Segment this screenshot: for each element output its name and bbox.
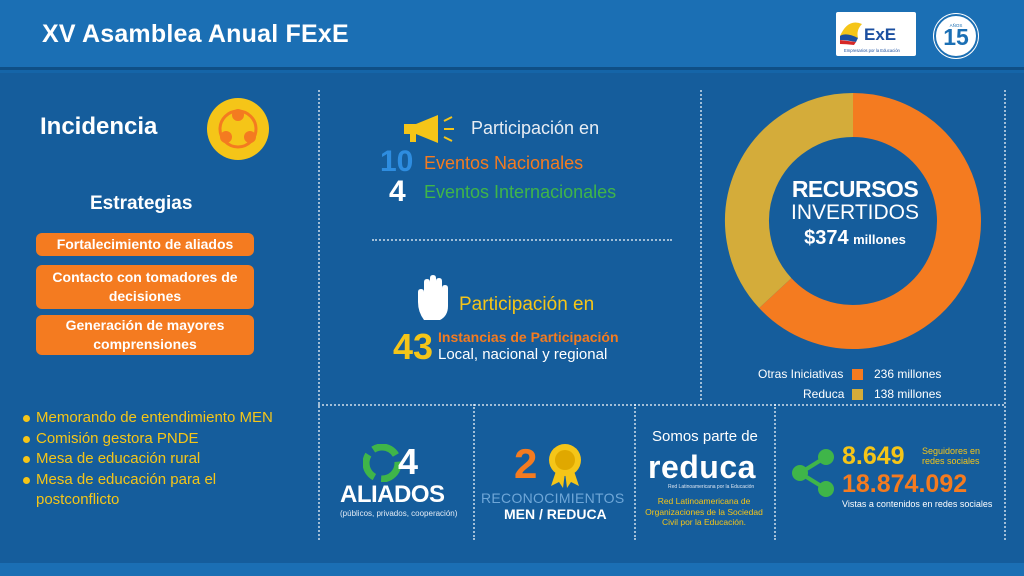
divider: [473, 404, 475, 540]
svg-text:AÑOS: AÑOS: [950, 22, 963, 28]
list-item: Comisión gestora PNDE: [22, 429, 273, 450]
divider: [774, 404, 776, 540]
reduca-logo: reduca: [648, 449, 756, 485]
hand-icon: [414, 274, 454, 327]
resources-donut-chart: [725, 93, 981, 349]
legend-swatch: [852, 389, 863, 400]
strategy-pill: Contacto con tomadores de decisiones: [36, 265, 254, 309]
strategy-pill: Generación de mayores comprensiones: [36, 315, 254, 355]
svg-text:Empresarios por la Educación: Empresarios por la Educación: [844, 48, 901, 53]
colombia-flag-icon: ExE Empresarios por la Educación: [840, 22, 901, 53]
divider: [634, 404, 636, 540]
legend-label: Reduca: [803, 387, 845, 401]
resources-total-value: $374: [804, 227, 849, 249]
divider: [318, 404, 1004, 406]
international-events-label: Eventos Internacionales: [424, 182, 617, 202]
recognitions-sublabel: MEN / REDUCA: [504, 506, 607, 522]
list-item: Mesa de educación rural: [22, 449, 273, 470]
reduca-intro: Somos parte de: [652, 428, 758, 445]
divider: [1004, 90, 1006, 540]
resources-line2: INVERTIDOS: [791, 201, 919, 224]
events-label: Participación en: [471, 118, 600, 138]
anniversary-badge: 15 AÑOS: [933, 13, 979, 59]
allies-sublabel: (públicos, privados, cooperación): [340, 509, 458, 518]
international-events-count: 4: [389, 175, 406, 208]
svg-text:ExE: ExE: [864, 25, 896, 44]
resources-line1: RECURSOS: [791, 176, 919, 202]
views-label: Vistas a contenidos en redes sociales: [842, 499, 993, 509]
legend-value: 138 millones: [874, 387, 942, 401]
fexe-logo: ExE Empresarios por la Educación: [836, 12, 916, 56]
reduca-tagline: Red Latinoamericana por la Educación: [668, 484, 755, 490]
list-item: Mesa de educación para el postconflicto: [22, 470, 227, 511]
medal-icon: [543, 442, 587, 493]
allies-label: ALIADOS: [340, 481, 445, 508]
donut-slice-otras-iniciativas: [759, 93, 981, 349]
network-icon: [207, 98, 269, 160]
footer-bar: [0, 563, 1024, 576]
svg-text:15: 15: [943, 24, 969, 50]
instances-line1: Instancias de Participación: [438, 329, 619, 345]
megaphone-icon: [400, 113, 466, 150]
legend-swatch: [852, 369, 863, 380]
strategy-pill: Fortalecimiento de aliados: [36, 233, 254, 256]
resources-total-unit: millones: [853, 232, 906, 247]
followers-label: Seguidores en redes sociales: [922, 446, 981, 466]
page-title: XV Asamblea Anual FExE: [42, 20, 349, 48]
instances-label: Participación en: [459, 294, 595, 315]
views-count: 18.874.092: [842, 470, 968, 498]
divider: [700, 90, 702, 400]
followers-count: 8.649: [842, 442, 905, 470]
national-events-label: Eventos Nacionales: [424, 153, 584, 173]
recognitions-label: RECONOCIMIENTOS: [481, 490, 625, 506]
strategies-title: Estrategias: [90, 193, 193, 214]
incidencia-title: Incidencia: [40, 113, 158, 140]
legend-value: 236 millones: [874, 367, 942, 381]
divider: [318, 90, 320, 540]
list-item: Memorando de entendimiento MEN: [22, 408, 273, 429]
header-bar: XV Asamblea Anual FExE ExE Empresarios p…: [0, 0, 1024, 70]
resources-total: $374 millones: [770, 227, 940, 250]
instances-count: 43: [393, 326, 434, 367]
share-icon: [790, 448, 836, 503]
recycle-icon: [362, 443, 402, 487]
allies-count: 4: [398, 441, 419, 482]
recognitions-count: 2: [514, 440, 538, 487]
donut-slice-reduca: [725, 93, 854, 309]
incidencia-bullet-list: Memorando de entendimiento MEN Comisión …: [22, 408, 273, 511]
legend-label: Otras Iniciativas: [758, 367, 844, 381]
national-events-count: 10: [380, 145, 414, 178]
reduca-description: Red Latinoamericana de Organizaciones de…: [645, 496, 763, 527]
divider: [372, 239, 672, 241]
instances-line2: Local, nacional y regional: [438, 346, 608, 363]
resources-center-text: RECURSOS INVERTIDOS $374 millones: [770, 176, 940, 250]
